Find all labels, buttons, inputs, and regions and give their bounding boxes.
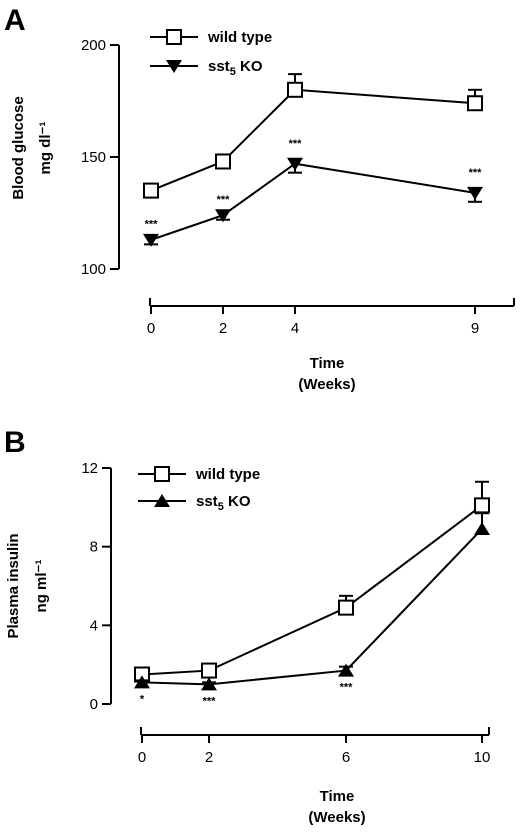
x-axis-unit: (Weeks) — [308, 809, 365, 826]
y-axis-unit: ng ml⁻¹ — [33, 560, 50, 613]
data-point — [287, 157, 303, 171]
legend-label-subscript: 5 — [230, 66, 236, 78]
data-point — [287, 81, 303, 98]
legend-marker — [166, 60, 182, 73]
data-point — [474, 497, 490, 514]
data-point — [338, 663, 354, 677]
y-tick-label: 150 — [81, 149, 106, 166]
y-axis-label: Blood glucose — [10, 96, 27, 199]
panel-letter-b: B — [4, 426, 26, 459]
data-point — [467, 95, 483, 112]
data-point — [134, 675, 150, 689]
significance-label: *** — [289, 138, 303, 150]
data-point — [201, 677, 217, 691]
data-point — [201, 662, 217, 679]
legend-marker — [166, 29, 182, 45]
data-point — [143, 233, 159, 247]
series-line — [141, 528, 483, 686]
y-tick-label: 100 — [81, 261, 106, 278]
legend-label: wild type — [207, 29, 272, 46]
significance-label: *** — [145, 218, 159, 230]
y-tick-label: 12 — [81, 460, 98, 477]
x-tick-label: 2 — [205, 749, 213, 766]
y-axis-label: Plasma insulin — [5, 533, 22, 638]
legend-label: wild type — [195, 466, 260, 483]
significance-label: *** — [469, 167, 483, 179]
significance-label: * — [140, 693, 145, 705]
x-tick-label: 0 — [138, 749, 146, 766]
x-axis-label: Time — [310, 355, 345, 372]
legend-label: sst5 KO — [196, 493, 251, 513]
legend-label-suffix: KO — [236, 58, 263, 75]
x-tick-label: 9 — [471, 320, 479, 337]
x-tick-label: 2 — [219, 320, 227, 337]
x-tick-label: 0 — [147, 320, 155, 337]
x-tick-label: 10 — [474, 749, 491, 766]
legend-label-base: sst — [208, 58, 230, 75]
data-point — [474, 521, 490, 535]
series-line — [150, 162, 476, 241]
significance-label: *** — [203, 695, 217, 707]
x-axis-unit: (Weeks) — [298, 376, 355, 393]
y-tick-label: 0 — [90, 696, 98, 713]
chart-panel-a: 100 150 200 0 2 4 9 Blood glucose mg dl⁻¹ Time (We… — [10, 29, 515, 393]
y-axis-unit: mg dl⁻¹ — [37, 122, 54, 175]
series-line — [150, 88, 476, 192]
legend-label-base: sst — [196, 493, 218, 510]
data-point — [338, 599, 354, 616]
panel-letter-a: A — [4, 4, 26, 37]
legend-label-suffix: KO — [224, 493, 251, 510]
y-tick-label: 4 — [90, 617, 98, 634]
x-axis-label: Time — [320, 788, 355, 805]
y-tick-label: 200 — [81, 37, 106, 54]
legend-label: sst5 KO — [208, 58, 263, 78]
y-tick-label: 8 — [90, 539, 98, 556]
chart-panel-b: 0 4 8 12 0 2 6 10 Plasma insulin ng ml⁻¹ Time (Week… — [5, 460, 490, 826]
legend-label-subscript: 5 — [218, 501, 224, 513]
legend-marker — [154, 494, 170, 507]
data-point — [467, 186, 483, 200]
x-tick-label: 6 — [342, 749, 350, 766]
significance-label: *** — [217, 194, 231, 206]
significance-label: *** — [340, 682, 354, 694]
data-point — [215, 209, 231, 223]
data-point — [215, 153, 231, 170]
x-tick-label: 4 — [291, 320, 299, 337]
data-point — [143, 182, 159, 199]
legend-marker — [154, 466, 170, 482]
series-line — [141, 504, 483, 676]
